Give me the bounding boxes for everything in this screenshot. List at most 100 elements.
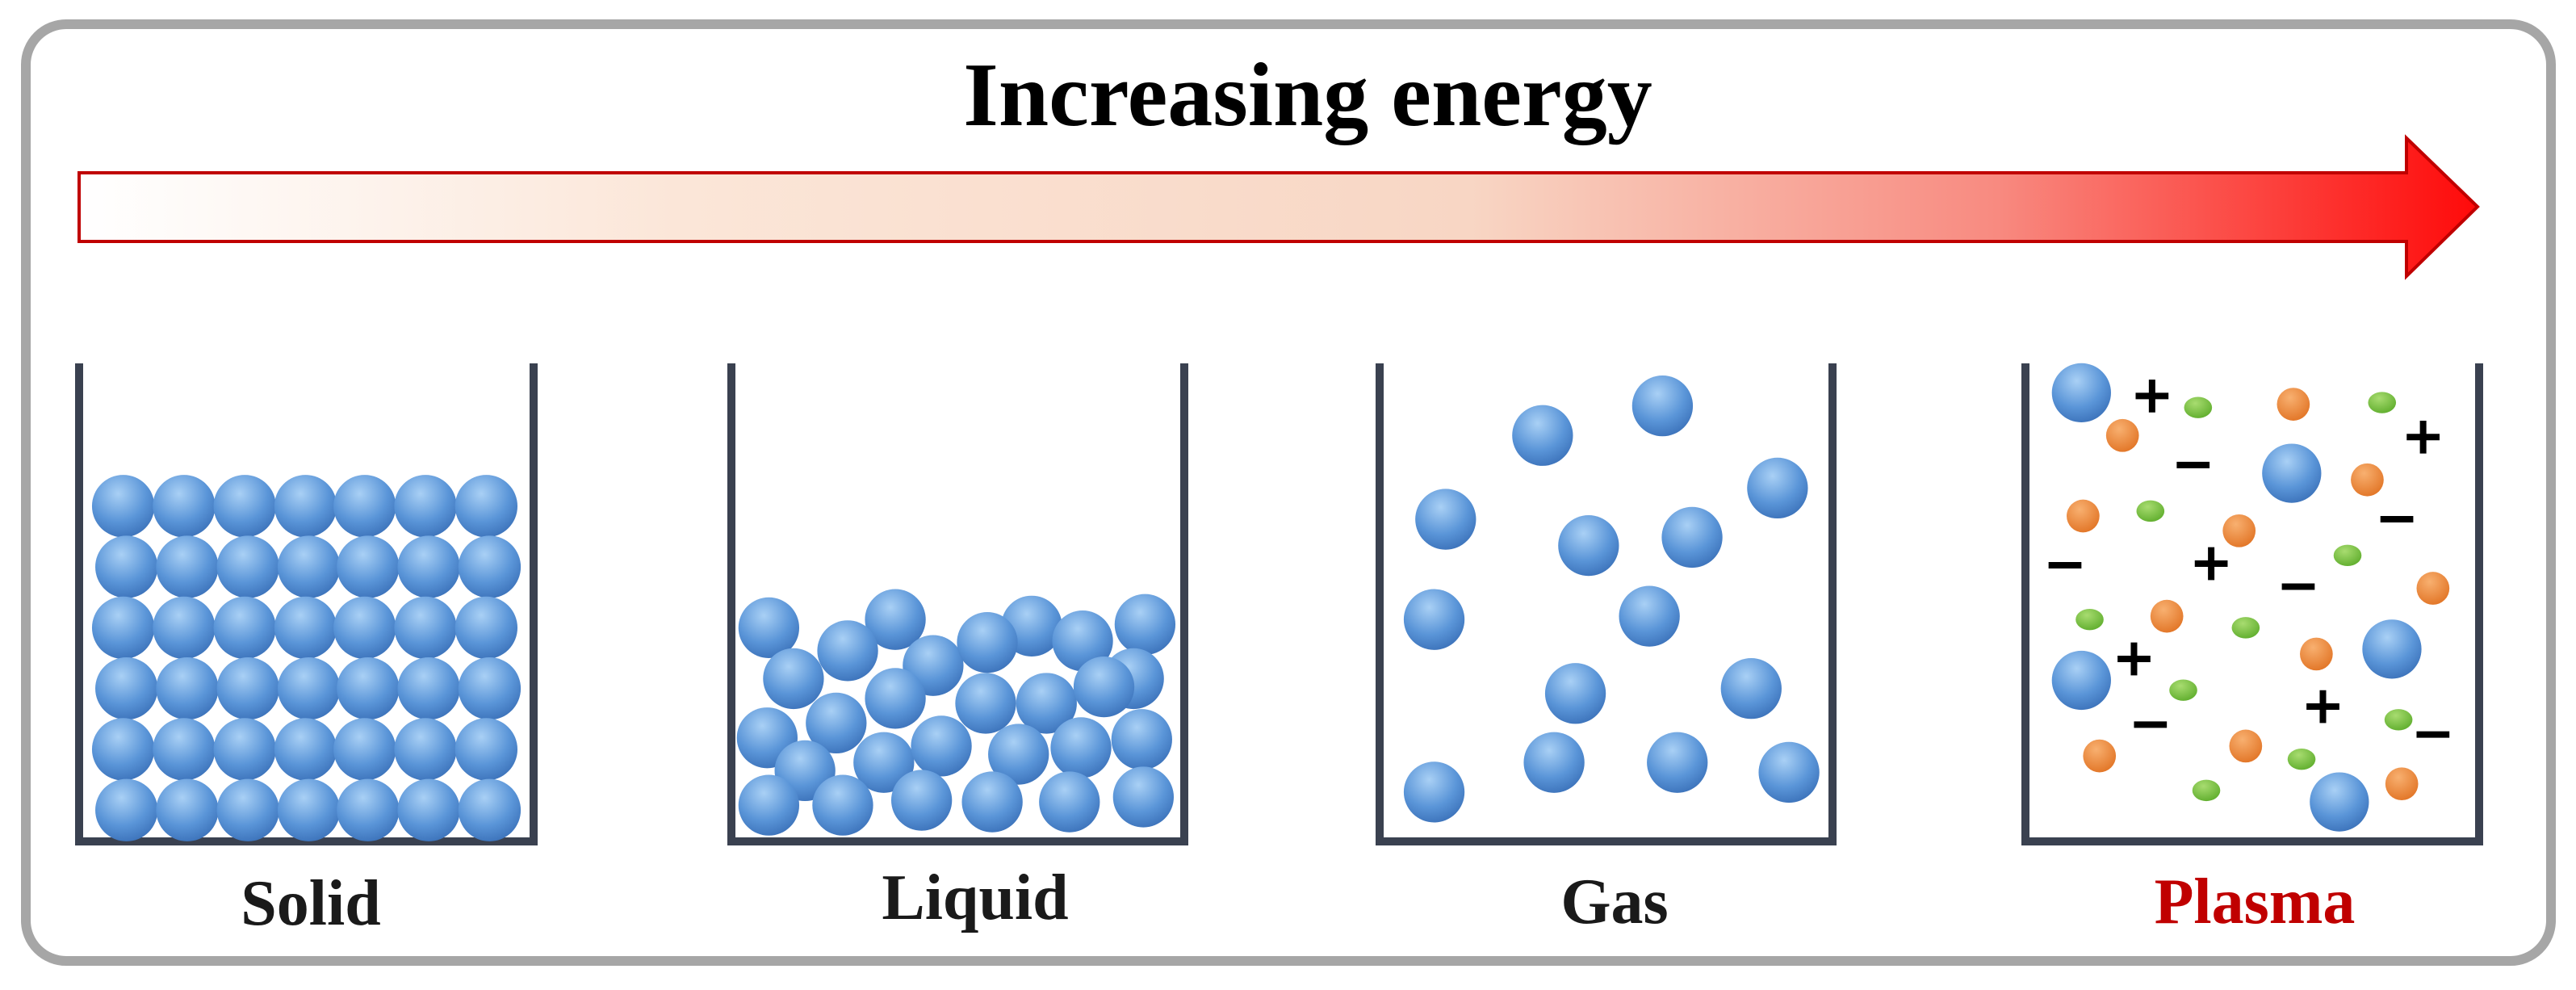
particle bbox=[812, 774, 873, 836]
gas-container bbox=[1376, 363, 1837, 845]
particle bbox=[1720, 658, 1782, 719]
particle bbox=[817, 620, 878, 682]
particle bbox=[274, 718, 337, 781]
particle bbox=[955, 673, 1016, 734]
ion bbox=[2150, 599, 2184, 633]
particle bbox=[957, 612, 1018, 673]
particle bbox=[458, 535, 521, 598]
particle bbox=[337, 778, 400, 841]
containers bbox=[75, 363, 2483, 845]
particle bbox=[454, 718, 518, 781]
particle bbox=[738, 774, 800, 836]
particle bbox=[763, 648, 824, 710]
particle bbox=[1403, 589, 1465, 650]
plus-sign bbox=[2306, 690, 2339, 724]
plus-sign bbox=[2135, 380, 2169, 413]
particle bbox=[806, 692, 867, 754]
particle bbox=[156, 535, 219, 598]
particle bbox=[213, 718, 276, 781]
electron bbox=[2184, 396, 2213, 418]
particle bbox=[337, 535, 400, 598]
particle bbox=[1039, 771, 1100, 833]
particle bbox=[216, 535, 279, 598]
particle bbox=[454, 475, 518, 538]
electron bbox=[2287, 748, 2316, 770]
particle bbox=[911, 715, 972, 777]
particle bbox=[91, 596, 155, 660]
particle bbox=[1512, 405, 1573, 466]
particle bbox=[394, 596, 457, 660]
plus-sign bbox=[2406, 420, 2440, 454]
electron bbox=[2384, 709, 2413, 731]
plus-sign bbox=[2194, 547, 2228, 581]
solid-container bbox=[75, 363, 538, 845]
particle bbox=[333, 475, 396, 538]
particle bbox=[277, 657, 341, 720]
electron bbox=[2231, 617, 2260, 639]
particle bbox=[1661, 506, 1723, 568]
electron bbox=[2169, 679, 2197, 701]
electron bbox=[2075, 608, 2104, 631]
particle bbox=[853, 732, 915, 793]
particle bbox=[458, 778, 521, 841]
ion bbox=[2300, 637, 2333, 671]
particle bbox=[1016, 673, 1077, 734]
particle bbox=[1415, 489, 1476, 550]
particle bbox=[1619, 585, 1680, 647]
particle bbox=[865, 589, 926, 650]
ion bbox=[2229, 729, 2263, 763]
ion bbox=[2385, 767, 2419, 801]
particle bbox=[738, 597, 800, 659]
particle bbox=[1050, 717, 1112, 778]
ion bbox=[2416, 572, 2450, 605]
particle bbox=[153, 596, 216, 660]
particle bbox=[454, 596, 518, 660]
state-label: Plasma bbox=[2155, 866, 2356, 938]
particle bbox=[988, 724, 1049, 785]
particle bbox=[1558, 514, 1619, 577]
particle bbox=[1631, 375, 1694, 437]
particle bbox=[277, 535, 341, 598]
ion bbox=[2067, 499, 2100, 533]
electron bbox=[2368, 392, 2397, 413]
particle bbox=[2362, 619, 2422, 679]
particle bbox=[156, 778, 219, 841]
particle bbox=[333, 596, 396, 660]
electron bbox=[2192, 779, 2221, 802]
particle bbox=[1523, 732, 1585, 793]
particle bbox=[397, 657, 460, 720]
electron bbox=[2333, 544, 2362, 567]
particle bbox=[91, 718, 155, 781]
ion bbox=[2222, 514, 2256, 547]
particle bbox=[274, 475, 337, 538]
liquid-container bbox=[727, 363, 1188, 845]
particle bbox=[91, 475, 155, 538]
particle bbox=[2310, 772, 2369, 832]
particle bbox=[153, 718, 216, 781]
ion bbox=[2105, 418, 2139, 452]
particle bbox=[213, 596, 276, 660]
state-label: Gas bbox=[1560, 866, 1668, 938]
particle bbox=[890, 770, 953, 831]
particle bbox=[397, 535, 460, 598]
plasma-container bbox=[2021, 363, 2483, 845]
state-label: Liquid bbox=[882, 862, 1068, 933]
particle bbox=[394, 718, 457, 781]
particle bbox=[216, 778, 279, 841]
particle bbox=[337, 657, 400, 720]
particle bbox=[458, 657, 521, 720]
particle bbox=[153, 475, 216, 538]
title: Increasing energy bbox=[963, 45, 1652, 145]
plus-sign bbox=[2117, 642, 2151, 676]
ion bbox=[2351, 463, 2384, 497]
particle bbox=[1073, 656, 1135, 718]
particle bbox=[277, 778, 341, 841]
state-label: Solid bbox=[241, 868, 380, 939]
particle bbox=[1747, 457, 1808, 519]
electron bbox=[2136, 500, 2165, 522]
ion bbox=[2277, 388, 2310, 421]
ion bbox=[2083, 739, 2117, 773]
particle bbox=[1647, 732, 1708, 793]
